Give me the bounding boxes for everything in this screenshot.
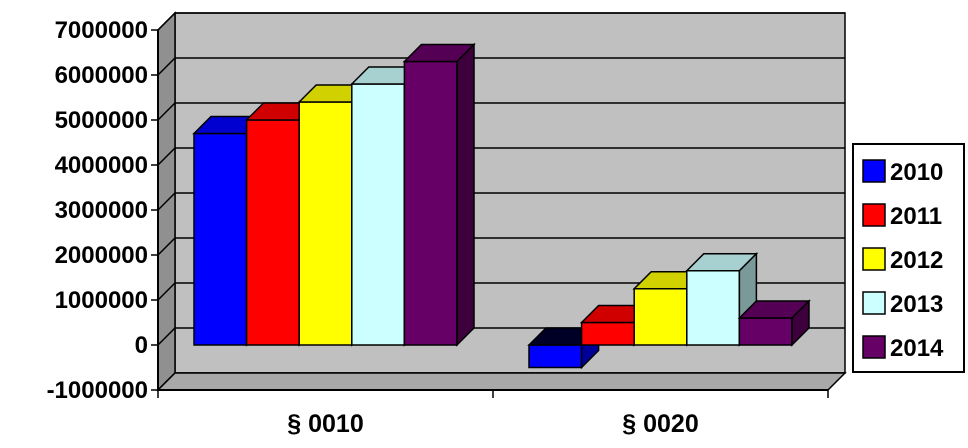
y-tick-label: 0 bbox=[135, 332, 148, 359]
bar-front bbox=[686, 270, 741, 346]
y-tick-label: 6000000 bbox=[55, 62, 148, 89]
bar-front bbox=[528, 344, 583, 369]
legend-label: 2013 bbox=[890, 291, 943, 318]
chart-bars bbox=[192, 42, 811, 370]
y-tick-label: 2000000 bbox=[55, 242, 148, 269]
x-category-label: § 0010 bbox=[287, 410, 363, 438]
bar-2013-2 bbox=[684, 251, 759, 347]
bar-front bbox=[245, 119, 300, 346]
chart-floor-plane bbox=[156, 372, 847, 391]
bar-front bbox=[351, 83, 406, 346]
bar-front bbox=[403, 60, 458, 346]
x-axis-category-labels: § 0010 § 0020 bbox=[287, 410, 698, 438]
bar-front bbox=[193, 132, 248, 346]
gridline bbox=[157, 102, 845, 121]
legend-swatch bbox=[862, 203, 886, 227]
y-tick-label: 3000000 bbox=[55, 197, 148, 224]
bar-front bbox=[580, 321, 635, 346]
y-tick-label: 7000000 bbox=[55, 17, 148, 44]
y-tick-label: 5000000 bbox=[55, 107, 148, 134]
bar-2014-2 bbox=[737, 299, 811, 347]
gridline bbox=[157, 192, 845, 211]
y-tick-label: 1000000 bbox=[55, 287, 148, 314]
bar-side bbox=[456, 42, 475, 347]
legend-label: 2012 bbox=[890, 247, 943, 274]
chart-axes bbox=[151, 29, 829, 398]
legend-swatch bbox=[862, 247, 886, 271]
y-axis-tick-labels: 7000000 6000000 5000000 4000000 3000000 20000… bbox=[47, 17, 148, 404]
y-tick-label: -1000000 bbox=[47, 377, 148, 404]
legend-label: 2011 bbox=[890, 203, 942, 230]
legend-swatch bbox=[862, 159, 886, 183]
chart-floor bbox=[156, 372, 847, 391]
legend-label: 2010 bbox=[890, 159, 943, 186]
bar-front bbox=[298, 101, 353, 346]
bar-side bbox=[791, 299, 810, 347]
gridline bbox=[157, 237, 845, 256]
x-category-label: § 0020 bbox=[622, 410, 698, 438]
gridline bbox=[157, 12, 845, 31]
legend-swatch bbox=[862, 291, 886, 315]
y-tick-label: 4000000 bbox=[55, 152, 148, 179]
gridline bbox=[157, 147, 845, 166]
bar-front bbox=[738, 317, 793, 346]
legend-swatch bbox=[862, 335, 886, 359]
bar-2014-1 bbox=[402, 42, 476, 347]
bar-front bbox=[633, 288, 688, 346]
legend-label: 2014 bbox=[890, 335, 944, 362]
gridline bbox=[157, 57, 845, 76]
chart-legend: 2010 2011 2012 2013 2014 bbox=[852, 143, 965, 373]
gridline bbox=[157, 282, 845, 301]
